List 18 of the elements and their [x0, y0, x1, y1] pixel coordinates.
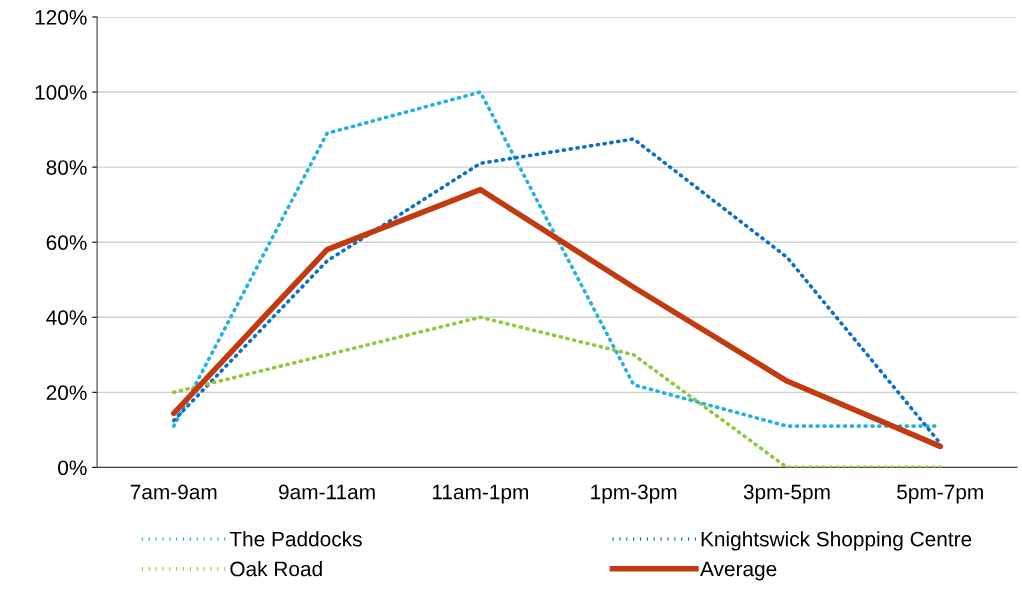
x-tick-label: 11am-1pm	[432, 484, 528, 504]
legend-label: The Paddocks	[229, 531, 362, 547]
line-series	[171, 315, 943, 468]
legend-label: Oak Road	[230, 561, 322, 577]
y-tick-label: 120%	[35, 10, 87, 25]
x-tick-label: 9am-11am	[279, 484, 375, 500]
y-tick-label: 100%	[35, 85, 87, 100]
y-tick-label: 80%	[46, 160, 87, 175]
y-tick-label: 40%	[46, 310, 87, 326]
y-tick-label: 0%	[58, 460, 87, 476]
legend-label: Average	[700, 561, 777, 581]
x-tick-label: 1pm-3pm	[591, 484, 677, 504]
x-tick-label: 3pm-5pm	[743, 484, 830, 504]
x-tick-label: 5pm-7pm	[897, 484, 983, 504]
y-tick-label: 60%	[46, 235, 87, 250]
legend-label: Knightswick Shopping Centre	[701, 531, 972, 551]
y-tick-label: 20%	[46, 385, 87, 401]
x-tick-label: 7am-9am	[130, 484, 217, 500]
